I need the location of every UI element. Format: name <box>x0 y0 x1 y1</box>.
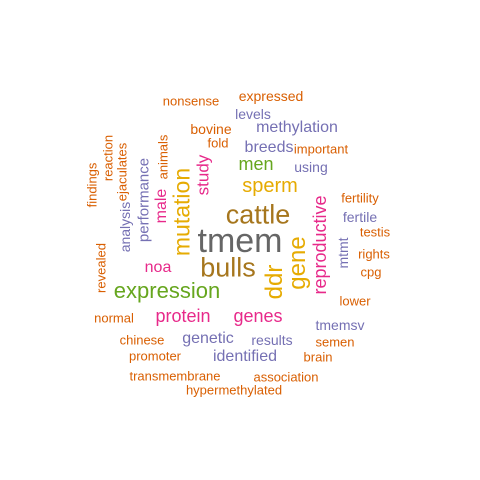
word-brain: brain <box>303 349 333 365</box>
word-fertility: fertility <box>341 190 379 206</box>
word-men: men <box>238 154 274 174</box>
word-fertile: fertile <box>342 209 378 225</box>
word-hypermethylated: hypermethylated <box>185 382 283 398</box>
word-findings: findings <box>84 162 100 208</box>
word-promoter: promoter <box>128 348 182 364</box>
word-performance: performance <box>135 157 153 243</box>
word-reaction: reaction <box>100 134 116 182</box>
word-revealed: revealed <box>93 243 109 293</box>
word-mtmt: mtmt <box>335 237 351 269</box>
word-normal: normal <box>94 310 134 326</box>
word-testis: testis <box>359 224 391 240</box>
word-results: results <box>251 332 293 348</box>
word-identified: identified <box>212 348 278 365</box>
word-semen: semen <box>315 334 355 350</box>
word-genes: genes <box>233 306 283 326</box>
word-protein: protein <box>155 306 211 326</box>
word-levels: levels <box>235 106 271 122</box>
word-bovine: bovine <box>190 121 232 137</box>
word-cattle: cattle <box>225 199 291 230</box>
word-tmemsv: tmemsv <box>315 317 365 333</box>
word-genetic: genetic <box>182 330 234 347</box>
word-association: association <box>253 369 319 385</box>
word-gene: gene <box>284 236 311 290</box>
word-reproductive: reproductive <box>310 195 330 295</box>
word-noa: noa <box>144 259 172 276</box>
word-mutation: mutation <box>168 167 195 257</box>
word-bulls: bulls <box>200 252 256 283</box>
word-important: important <box>293 141 349 157</box>
word-animals: animals <box>155 134 171 180</box>
word-expression: expression <box>113 278 221 303</box>
word-rights: rights <box>358 246 390 262</box>
word-breeds: breeds <box>244 139 294 156</box>
word-expressed: expressed <box>238 88 304 104</box>
word-ejaculates: ejaculates <box>114 142 130 202</box>
word-study: study <box>193 154 213 196</box>
word-sperm: sperm <box>242 175 298 197</box>
word-analysis: analysis <box>117 201 133 253</box>
word-using: using <box>294 159 328 175</box>
word-fold: fold <box>207 135 229 151</box>
word-male: male <box>153 188 170 224</box>
word-cpg: cpg <box>360 264 382 280</box>
word-chinese: chinese <box>119 332 165 348</box>
word-transmembrane: transmembrane <box>129 368 221 384</box>
word-nonsense: nonsense <box>162 93 220 109</box>
word-tmem: tmem <box>197 222 283 260</box>
word-lower: lower <box>339 293 371 309</box>
word-methylation: methylation <box>256 119 338 136</box>
